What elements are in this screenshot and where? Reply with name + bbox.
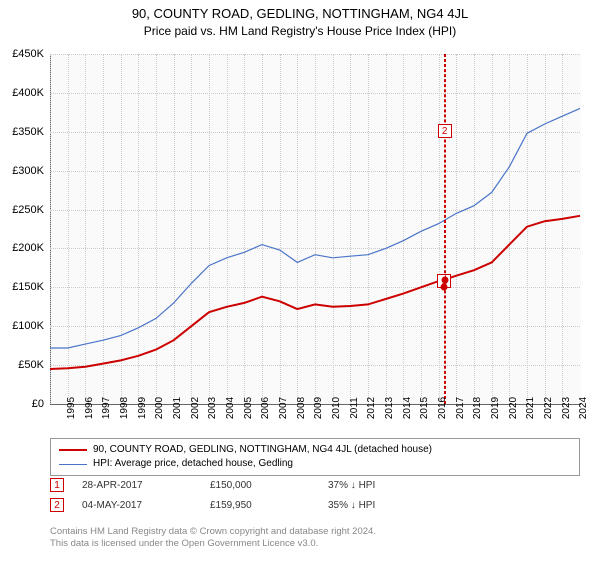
sale-point [441, 284, 448, 291]
series-line [50, 108, 580, 348]
row-delta: 35% ↓ HPI [328, 500, 375, 511]
y-tick-label: £400K [12, 87, 44, 99]
footer-line-2: This data is licensed under the Open Gov… [50, 538, 580, 550]
sales-table: 1 28-APR-2017 £150,000 37% ↓ HPI 2 04-MAY-201… [50, 478, 580, 518]
series-line [50, 216, 580, 369]
y-tick-label: £0 [32, 398, 44, 410]
y-tick-label: £250K [12, 204, 44, 216]
event-line [445, 54, 446, 404]
chart-area: 12 £0£50K£100K£150K£200K£250K£300K£350K£… [50, 54, 580, 404]
y-tick-label: £450K [12, 48, 44, 60]
row-delta: 37% ↓ HPI [328, 480, 375, 491]
footer-line-1: Contains HM Land Registry data © Crown c… [50, 526, 580, 538]
x-tick-label: 2024 [562, 397, 589, 419]
table-row: 2 04-MAY-2017 £159,950 35% ↓ HPI [50, 498, 580, 512]
chart-subtitle: Price paid vs. HM Land Registry's House … [0, 24, 600, 38]
event-marker: 2 [438, 124, 452, 138]
y-tick-label: £350K [12, 126, 44, 138]
row-date: 28-APR-2017 [82, 480, 192, 491]
row-marker: 1 [50, 478, 64, 492]
table-row: 1 28-APR-2017 £150,000 37% ↓ HPI [50, 478, 580, 492]
line-series-svg [50, 54, 580, 404]
row-date: 04-MAY-2017 [82, 500, 192, 511]
legend-swatch [59, 449, 87, 451]
row-marker: 2 [50, 498, 64, 512]
y-tick-label: £100K [12, 320, 44, 332]
legend: 90, COUNTY ROAD, GEDLING, NOTTINGHAM, NG… [50, 438, 580, 476]
y-tick-label: £50K [18, 359, 44, 371]
sale-point [441, 276, 448, 283]
y-tick-label: £300K [12, 165, 44, 177]
row-price: £150,000 [210, 480, 310, 491]
legend-item: 90, COUNTY ROAD, GEDLING, NOTTINGHAM, NG… [59, 443, 571, 457]
legend-item: HPI: Average price, detached house, Gedl… [59, 457, 571, 471]
y-tick-label: £200K [12, 242, 44, 254]
legend-swatch [59, 464, 87, 465]
footer-attribution: Contains HM Land Registry data © Crown c… [50, 526, 580, 551]
legend-label: 90, COUNTY ROAD, GEDLING, NOTTINGHAM, NG… [93, 443, 432, 457]
legend-label: HPI: Average price, detached house, Gedl… [93, 457, 293, 471]
chart-container: 90, COUNTY ROAD, GEDLING, NOTTINGHAM, NG… [0, 6, 600, 566]
row-price: £159,950 [210, 500, 310, 511]
chart-title: 90, COUNTY ROAD, GEDLING, NOTTINGHAM, NG… [0, 6, 600, 21]
y-tick-label: £150K [12, 281, 44, 293]
